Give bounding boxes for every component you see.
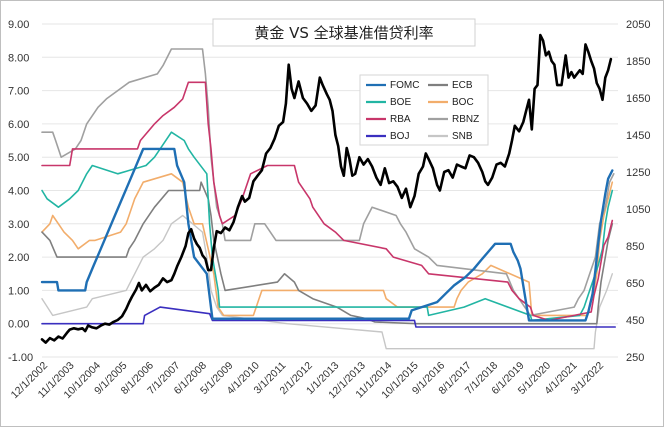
legend-box xyxy=(359,74,489,146)
series-layer xyxy=(40,33,616,350)
legend-label-rba: RBA xyxy=(390,114,411,125)
series-line-snb xyxy=(41,214,613,350)
title-box xyxy=(212,18,476,47)
legend-label-snb: SNB xyxy=(452,131,473,142)
chart-title: 黄金 VS 全球基准借贷利率 xyxy=(254,24,433,42)
y-right-tick-label: 2050 xyxy=(626,19,650,31)
y-left-tick-label: 6.00 xyxy=(8,119,29,131)
legend-label-boj: BOJ xyxy=(390,131,409,142)
y-right-tick-label: 450 xyxy=(626,315,644,327)
y-axis-right: 2050 1850 1650 1450 1250 1050 850 650 450 250 xyxy=(626,19,650,364)
series-line-rbnz xyxy=(41,48,615,317)
y-left-tick-label: 7.00 xyxy=(8,86,29,98)
series-line-boc xyxy=(41,173,614,317)
y-right-tick-label: 1850 xyxy=(626,56,650,68)
y-left-tick-label: 5.00 xyxy=(8,152,29,164)
y-left-tick-label: 1.00 xyxy=(8,285,29,297)
legend-label-boe: BOE xyxy=(390,97,411,108)
y-left-tick-label: 9.00 xyxy=(8,19,29,31)
legend: FOMC ECB BOE BOC RBA RBNZ BOJ SNB xyxy=(366,80,479,142)
y-right-tick-label: 250 xyxy=(626,352,644,364)
y-axis-left: 9.00 8.00 7.00 6.00 5.00 4.00 3.00 2.00 1.00 0.00… xyxy=(8,19,33,364)
series-line-fomc xyxy=(40,147,614,322)
series-line-black xyxy=(40,33,613,344)
y-right-tick-label: 1250 xyxy=(626,167,650,179)
series-line-boj xyxy=(41,306,616,328)
y-right-tick-label: 650 xyxy=(626,278,644,290)
y-left-tick-label: -1.00 xyxy=(8,352,33,364)
series-line-rba xyxy=(41,81,614,322)
series-line-ecb xyxy=(41,181,614,325)
legend-label-fomc: FOMC xyxy=(390,80,419,91)
legend-label-rbnz: RBNZ xyxy=(452,114,479,125)
y-left-tick-label: 8.00 xyxy=(8,52,29,64)
y-left-tick-label: 0.00 xyxy=(8,319,29,331)
y-left-tick-label: 3.00 xyxy=(8,219,29,231)
legend-label-ecb: ECB xyxy=(452,80,473,91)
y-right-tick-label: 1050 xyxy=(626,204,650,216)
y-right-tick-label: 1450 xyxy=(626,130,650,142)
y-left-tick-label: 4.00 xyxy=(8,186,29,198)
legend-label-boc: BOC xyxy=(452,97,474,108)
y-right-tick-label: 1650 xyxy=(626,93,650,105)
y-left-tick-label: 2.00 xyxy=(8,252,29,264)
y-right-tick-label: 850 xyxy=(626,241,644,253)
